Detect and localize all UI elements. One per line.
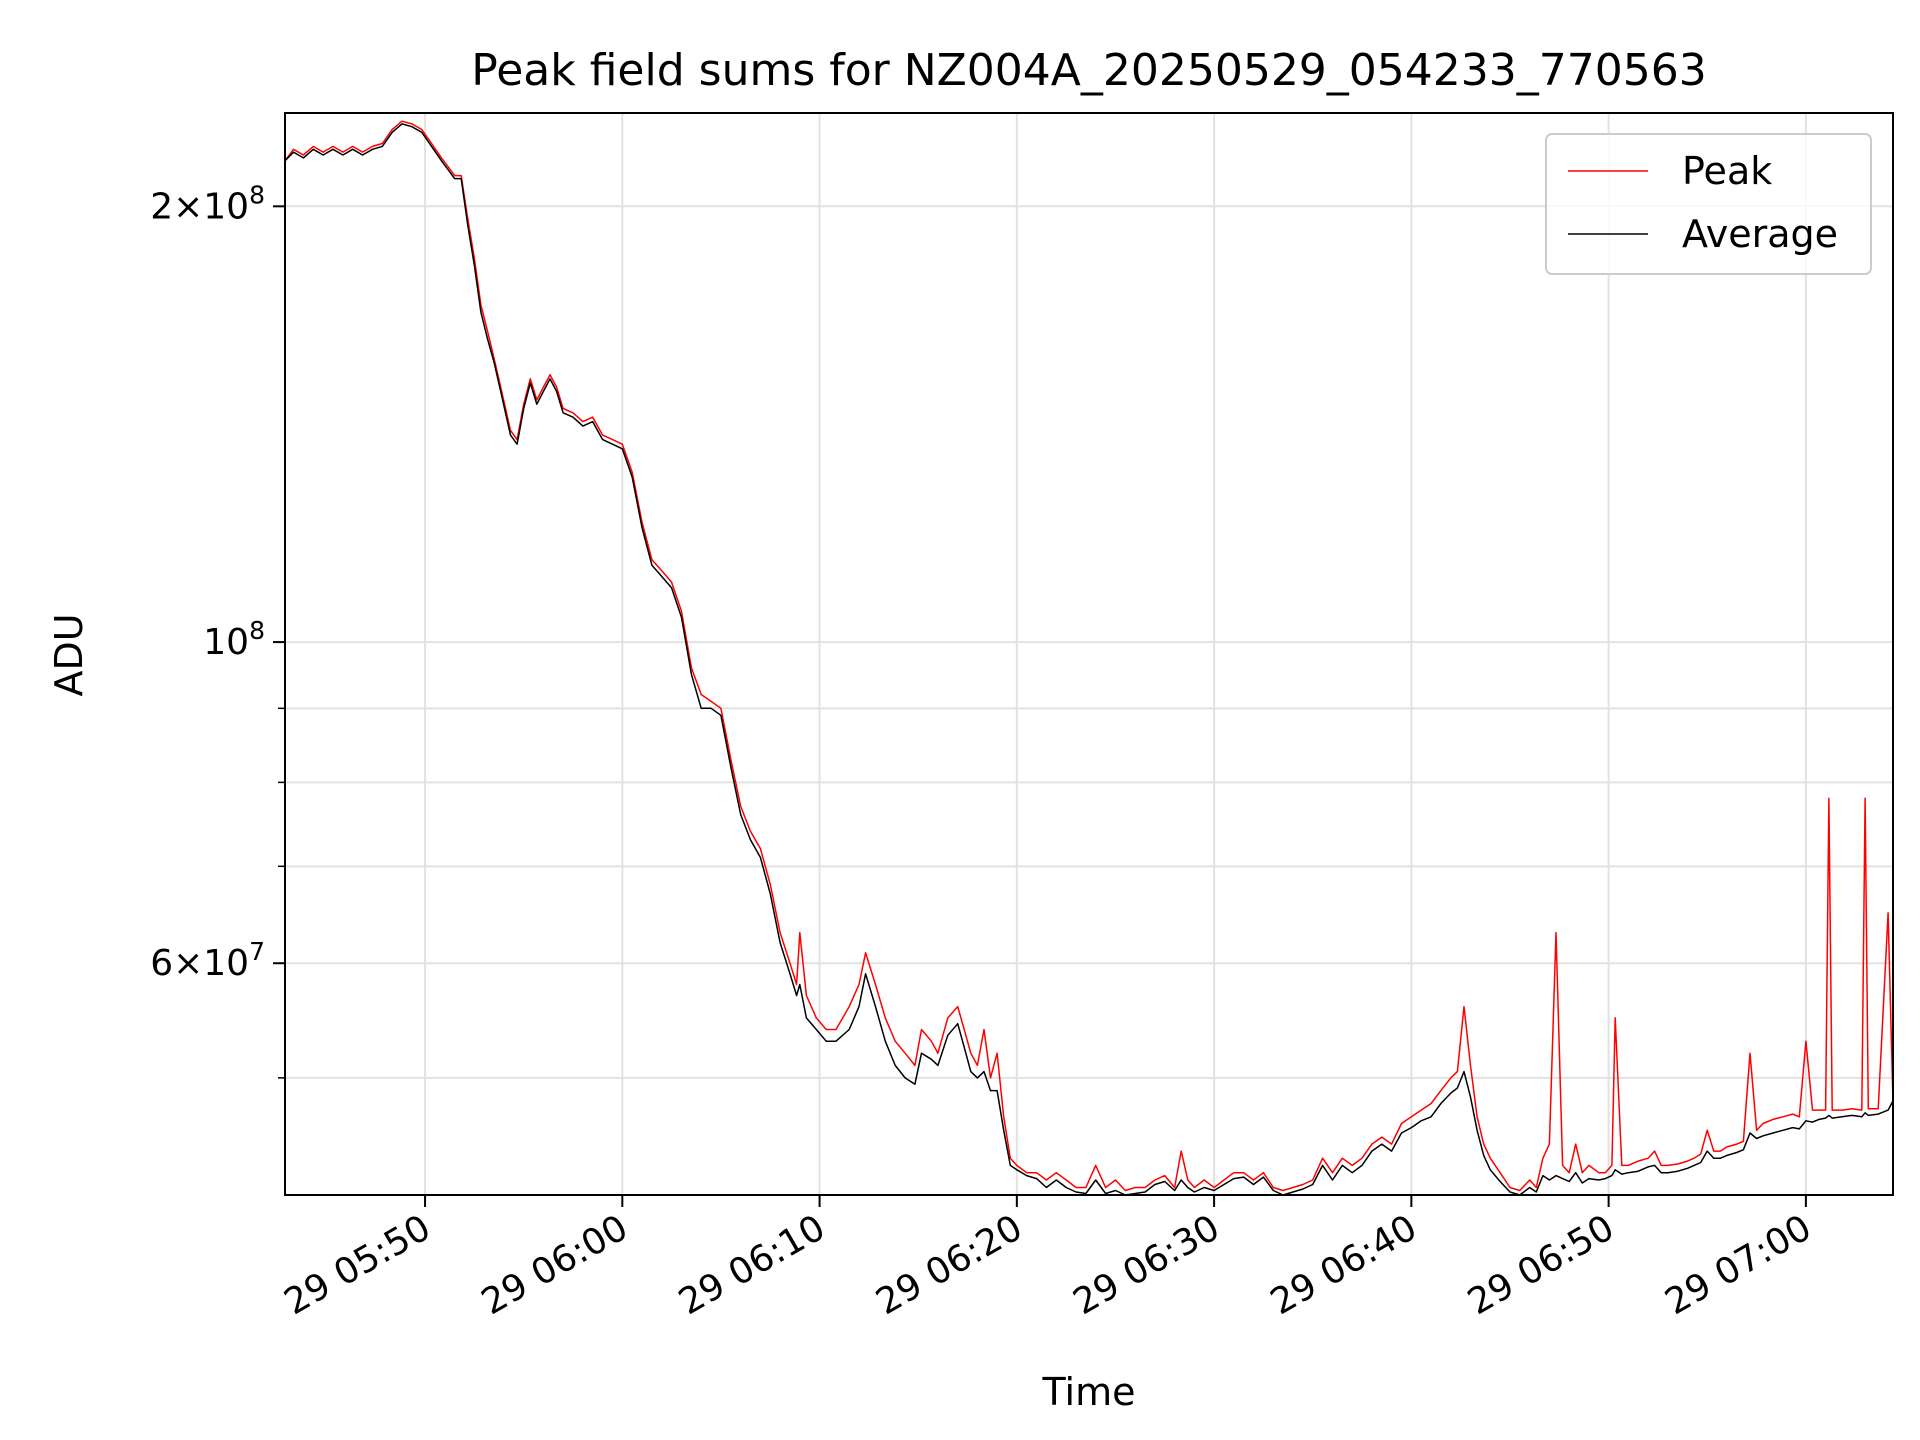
legend-label-peak: Peak (1682, 149, 1772, 193)
series-line-peak (284, 120, 1894, 1192)
legend: Peak Average (1545, 133, 1872, 275)
grid (285, 113, 1893, 1195)
chart-title: Peak field sums for NZ004A_20250529_0542… (471, 45, 1706, 96)
series-line-average (284, 123, 1894, 1196)
y-tick-label: 2×108 (150, 180, 265, 227)
plot-series (284, 120, 1894, 1196)
y-tick-label: 108 (203, 616, 265, 663)
legend-box (1545, 133, 1872, 275)
y-tick-label: 6×107 (150, 937, 265, 984)
x-axis-label: Time (1042, 1370, 1136, 1414)
y-axis: 2×108 108 6×107 (150, 180, 285, 1079)
plot-frame (284, 112, 1894, 1196)
legend-label-average: Average (1682, 212, 1838, 256)
y-axis-label: ADU (47, 613, 91, 696)
